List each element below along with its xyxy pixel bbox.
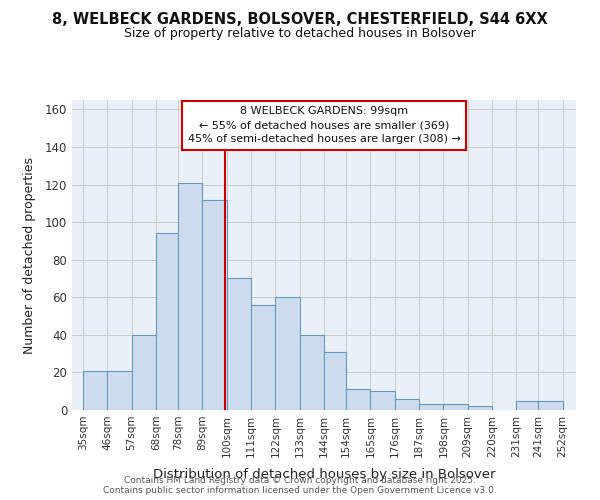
Bar [251, 305, 275, 410]
Bar [324, 352, 346, 410]
Text: Size of property relative to detached houses in Bolsover: Size of property relative to detached ho… [124, 28, 476, 40]
Text: 8, WELBECK GARDENS, BOLSOVER, CHESTERFIELD, S44 6XX: 8, WELBECK GARDENS, BOLSOVER, CHESTERFIE… [52, 12, 548, 28]
Bar [370, 391, 395, 410]
Text: 8 WELBECK GARDENS: 99sqm
← 55% of detached houses are smaller (369)
45% of semi-: 8 WELBECK GARDENS: 99sqm ← 55% of detach… [188, 106, 460, 144]
Bar [467, 406, 492, 410]
Text: Contains HM Land Registry data © Crown copyright and database right 2025.: Contains HM Land Registry data © Crown c… [124, 476, 476, 485]
Bar [517, 400, 538, 410]
Bar [299, 335, 324, 410]
Bar [395, 398, 419, 410]
X-axis label: Distribution of detached houses by size in Bolsover: Distribution of detached houses by size … [153, 468, 495, 481]
Bar [107, 370, 131, 410]
Bar [131, 335, 156, 410]
Y-axis label: Number of detached properties: Number of detached properties [23, 156, 37, 354]
Bar [443, 404, 467, 410]
Bar [538, 400, 563, 410]
Bar [346, 390, 370, 410]
Bar [227, 278, 251, 410]
Bar [202, 200, 227, 410]
Bar [275, 298, 299, 410]
Bar [83, 370, 107, 410]
Text: Contains public sector information licensed under the Open Government Licence v3: Contains public sector information licen… [103, 486, 497, 495]
Bar [178, 182, 202, 410]
Bar [419, 404, 443, 410]
Bar [156, 234, 178, 410]
